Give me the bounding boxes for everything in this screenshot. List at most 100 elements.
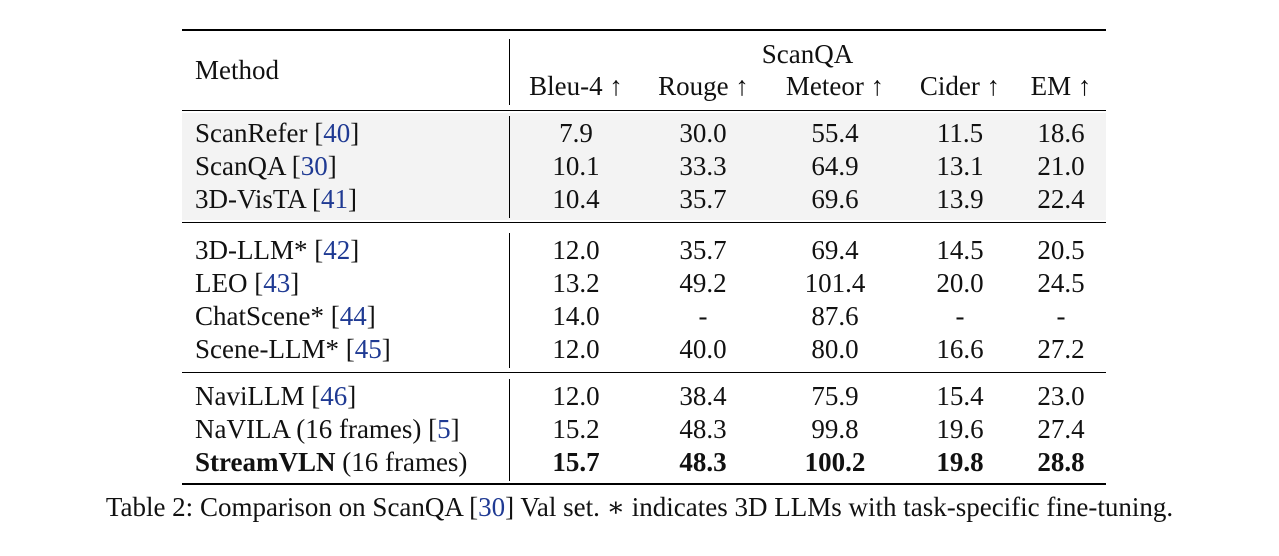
citation-open-bracket: [	[323, 301, 340, 331]
value-cell: 87.6	[811, 301, 859, 331]
value-cell: 10.4	[552, 184, 600, 214]
value-cell: 18.6	[1037, 118, 1085, 148]
value-cell: 28.8	[1037, 447, 1085, 477]
method-divider	[509, 379, 510, 481]
value-cell: 75.9	[811, 381, 859, 411]
value-cell: 69.6	[811, 184, 859, 214]
method-suffix: (16 frames)	[335, 447, 468, 477]
citation-open-bracket: [	[285, 151, 301, 181]
method-divider	[509, 116, 510, 218]
method-cell: ScanRefer [40]	[195, 117, 359, 149]
citation-link[interactable]: 30	[300, 151, 328, 181]
citation-open-bracket: [	[421, 414, 438, 444]
results-table: Method ScanQA Bleu-4 ↑ Rouge ↑ Meteor ↑ …	[182, 29, 1106, 487]
header-method: Method	[195, 55, 279, 85]
citation-link[interactable]: 44	[339, 301, 367, 331]
value-cell: 101.4	[804, 268, 866, 298]
citation-link[interactable]: 42	[323, 235, 351, 265]
value-cell: 27.2	[1037, 334, 1085, 364]
citation-open-bracket: [	[338, 334, 355, 364]
value-cell: 99.8	[811, 414, 859, 444]
citation-link[interactable]: 46	[320, 381, 348, 411]
citation-link[interactable]: 40	[323, 118, 351, 148]
header-col-meteor: Meteor ↑	[785, 71, 885, 101]
method-name: 3D-VisTA	[195, 184, 306, 214]
citation-link[interactable]: 45	[354, 334, 382, 364]
value-cell: 21.0	[1037, 151, 1085, 181]
value-cell: 22.4	[1037, 184, 1085, 214]
citation-close-bracket: ]	[347, 184, 357, 214]
method-divider	[509, 233, 510, 368]
citation-close-bracket: ]	[290, 268, 300, 298]
method-cell: ChatScene* [44]	[195, 300, 376, 332]
value-cell: 49.2	[679, 268, 727, 298]
value-cell: 80.0	[811, 334, 859, 364]
method-cell: LEO [43]	[195, 267, 299, 299]
citation-open-bracket: [	[247, 268, 264, 298]
value-cell: 7.9	[559, 118, 593, 148]
citation-link[interactable]: 43	[263, 268, 291, 298]
value-cell: 35.7	[679, 235, 727, 265]
value-cell: 14.5	[936, 235, 984, 265]
top-rule	[182, 29, 1106, 31]
citation-link[interactable]: 5	[437, 414, 451, 444]
citation-link[interactable]: 41	[320, 184, 348, 214]
value-cell: 15.4	[936, 381, 984, 411]
value-cell: 13.9	[936, 184, 984, 214]
method-cell: 3D-LLM* [42]	[195, 234, 359, 266]
method-cell: StreamVLN (16 frames)	[195, 446, 467, 478]
method-name: NaVILA (16 frames)	[195, 414, 422, 444]
method-cell: NaviLLM [46]	[195, 380, 356, 412]
value-cell: 12.0	[552, 381, 600, 411]
citation-open-bracket: [	[307, 235, 324, 265]
citation-open-bracket: [	[305, 184, 321, 214]
value-cell: 40.0	[679, 334, 727, 364]
method-cell: ScanQA [30]	[195, 150, 337, 182]
citation-close-bracket: ]	[366, 301, 376, 331]
method-name: 3D-LLM*	[195, 235, 308, 265]
value-cell: 23.0	[1037, 381, 1085, 411]
value-cell: 30.0	[679, 118, 727, 148]
value-cell: -	[955, 301, 965, 331]
group-rule	[182, 372, 1106, 373]
value-cell: 15.7	[552, 447, 600, 477]
method-cell: 3D-VisTA [41]	[195, 183, 357, 215]
value-cell: 100.2	[804, 447, 866, 477]
method-cell: Scene-LLM* [45]	[195, 333, 391, 365]
header-rule	[182, 110, 1106, 111]
header-col-cider: Cider ↑	[919, 71, 1001, 101]
group-shading	[182, 113, 1106, 220]
value-cell: 11.5	[936, 118, 984, 148]
value-cell: 20.0	[936, 268, 984, 298]
header-group-scanqa: ScanQA	[761, 39, 854, 69]
value-cell: 38.4	[679, 381, 727, 411]
value-cell: 27.4	[1037, 414, 1085, 444]
caption-suffix: ] Val set. ∗ indicates 3D LLMs with task…	[505, 492, 1174, 522]
citation-close-bracket: ]	[350, 235, 360, 265]
method-name: ScanQA	[195, 151, 285, 181]
citation-close-bracket: ]	[327, 151, 337, 181]
value-cell: 10.1	[552, 151, 600, 181]
value-cell: 12.0	[552, 235, 600, 265]
method-name: ChatScene*	[195, 301, 324, 331]
value-cell: 48.3	[679, 447, 727, 477]
value-cell: 69.4	[811, 235, 859, 265]
value-cell: 12.0	[552, 334, 600, 364]
group-rule	[182, 222, 1106, 223]
caption-prefix: Table 2: Comparison on ScanQA [	[105, 492, 479, 522]
value-cell: 33.3	[679, 151, 727, 181]
bottom-rule	[182, 483, 1106, 485]
value-cell: 13.1	[936, 151, 984, 181]
value-cell: 16.6	[936, 334, 984, 364]
value-cell: 15.2	[552, 414, 600, 444]
citation-close-bracket: ]	[450, 414, 460, 444]
header-col-em: EM ↑	[1030, 71, 1092, 101]
caption-citation[interactable]: 30	[478, 492, 506, 522]
value-cell: -	[698, 301, 708, 331]
method-cell: NaVILA (16 frames) [5]	[195, 413, 460, 445]
header-col-bleu4: Bleu-4 ↑	[529, 71, 623, 101]
citation-close-bracket: ]	[347, 381, 357, 411]
table-caption: Table 2: Comparison on ScanQA [30] Val s…	[0, 489, 1279, 525]
citation-open-bracket: [	[307, 118, 324, 148]
value-cell: 14.0	[552, 301, 600, 331]
